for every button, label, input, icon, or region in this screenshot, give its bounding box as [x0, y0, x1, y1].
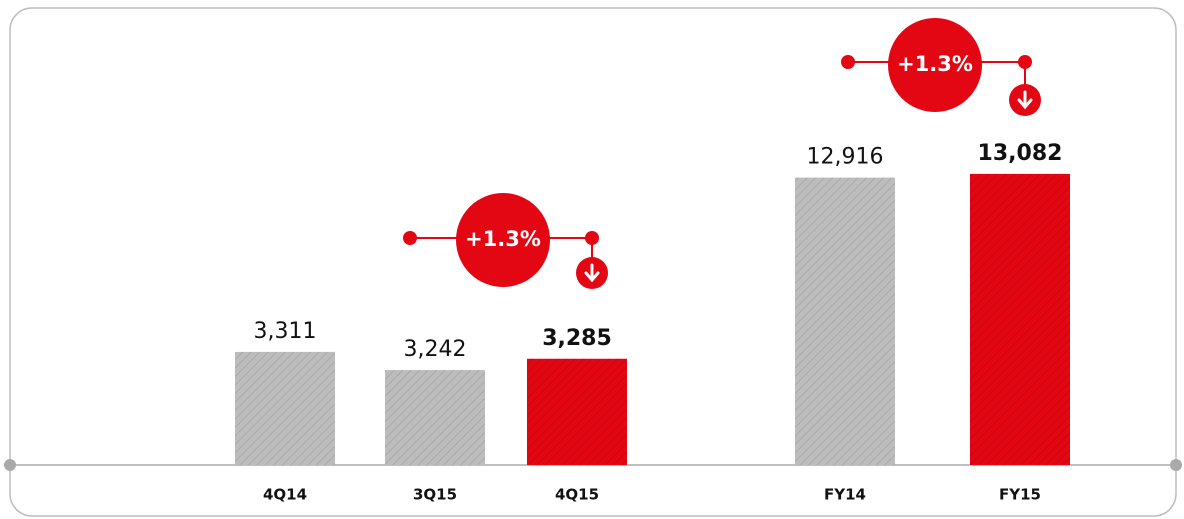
x-tick-label: FY15	[999, 486, 1041, 504]
value-label: 3,311	[254, 319, 317, 344]
bar	[970, 173, 1070, 465]
x-tick-label: 4Q14	[263, 486, 307, 504]
badge	[456, 193, 550, 287]
annotation: +1.3%	[465, 227, 541, 251]
bar	[235, 351, 335, 465]
arrow	[584, 263, 600, 283]
frame	[9, 7, 1177, 517]
x-tick-label: 3Q15	[413, 486, 457, 504]
dot	[841, 55, 855, 69]
dot	[1018, 55, 1032, 69]
value-label: 12,916	[807, 145, 884, 170]
bar	[385, 370, 485, 465]
bar	[527, 358, 627, 465]
badge	[888, 18, 982, 112]
dot	[585, 231, 599, 245]
axis-end	[4, 459, 16, 471]
x-tick-label: 4Q15	[555, 486, 599, 504]
x-tick-label: FY14	[824, 486, 866, 504]
value-label: 13,082	[978, 141, 1063, 166]
value-label: 3,285	[542, 326, 612, 351]
arrow	[1017, 90, 1033, 110]
annotation: +1.3%	[897, 52, 973, 76]
axis-end	[1170, 459, 1182, 471]
dot	[403, 231, 417, 245]
value-label: 3,242	[404, 337, 467, 362]
bar	[795, 177, 895, 465]
